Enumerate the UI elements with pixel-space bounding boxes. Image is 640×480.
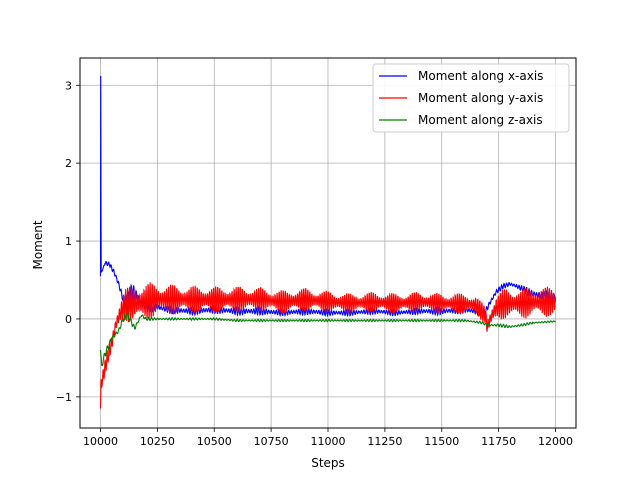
- legend-label: Moment along z-axis: [418, 113, 543, 127]
- x-tick-label: 10750: [254, 435, 289, 448]
- y-axis-label: Moment: [31, 220, 45, 269]
- x-tick-label: 10000: [83, 435, 118, 448]
- x-tick-label: 11750: [481, 435, 516, 448]
- x-axis-label: Steps: [311, 456, 345, 470]
- legend: Moment along x-axis Moment along y-axis Mo…: [372, 63, 570, 133]
- x-tick-label: 10500: [197, 435, 232, 448]
- y-tick-label: 0: [65, 313, 72, 326]
- legend-label: Moment along x-axis: [418, 69, 543, 83]
- x-tick-label: 10250: [140, 435, 175, 448]
- y-tick-label: 1: [65, 235, 72, 248]
- y-tick-label: −1: [56, 391, 72, 404]
- x-tick-label: 11250: [367, 435, 402, 448]
- legend-box: [372, 63, 570, 133]
- series-layer: [99, 75, 557, 409]
- legend-label: Moment along y-axis: [418, 91, 543, 105]
- x-tick-label: 11000: [311, 435, 346, 448]
- y-tick-label: 3: [65, 79, 72, 92]
- y-tick-label: 2: [65, 157, 72, 170]
- x-tick-label: 11500: [424, 435, 459, 448]
- series-line-3: [99, 311, 556, 367]
- x-axis-ticks: 10000 10250 10500 10750 11000 11250 11500 11750…: [83, 428, 573, 448]
- y-axis-ticks: −1 0 1 2 3: [56, 79, 80, 404]
- series-line-2: [99, 282, 557, 409]
- x-tick-label: 12000: [538, 435, 573, 448]
